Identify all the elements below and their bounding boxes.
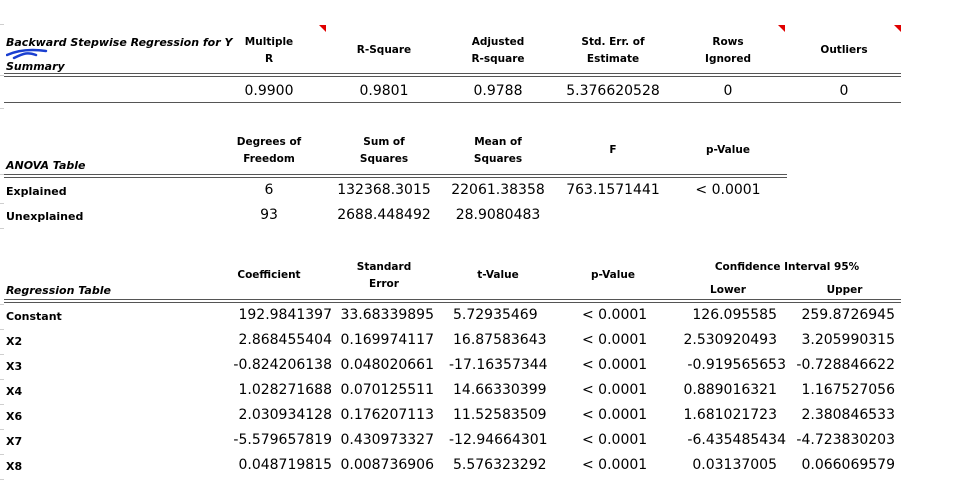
p-value: < 0.0001 [582,382,648,398]
anova-df: 93 [260,207,278,223]
t-value: 11.52583509 [453,407,547,423]
anova-ss: 132368.3015 [337,182,431,198]
ci-lower: 0.03137005 [692,457,777,473]
header-upper: Upper [826,284,863,296]
ci-lower: -0.919565653 [687,357,786,373]
standard-error: 0.008736906 [340,457,434,473]
row-label: Constant [6,310,62,323]
coefficient: 2.868455404 [238,332,332,348]
anova-ms: 28.9080483 [455,207,541,223]
standard-error: 0.048020661 [340,357,434,373]
regression-table-label: Regression Table [6,284,111,297]
header-outliers: Outliers [820,44,868,56]
p-value: < 0.0001 [582,357,648,373]
comment-indicator[interactable] [894,25,901,32]
row-label: X2 [6,335,23,348]
p-value: < 0.0001 [582,307,648,323]
anova-p-value: < 0.0001 [695,182,761,198]
header-coefficient: Coefficient [237,269,301,281]
row-label: Explained [6,185,67,198]
header-r-square: R-Square [356,44,412,56]
standard-error: 33.68339895 [340,307,434,323]
standard-error: 0.169974117 [340,332,434,348]
t-value: 14.66330399 [453,382,547,398]
anova-df: 6 [264,182,274,198]
row-label: X7 [6,435,23,448]
pen-doodle-icon [6,48,48,60]
value-outliers: 0 [839,83,849,99]
coefficient: 2.030934128 [238,407,332,423]
value-rows-ignored: 0 [723,83,733,99]
regression-header-divider [4,299,901,303]
p-value: < 0.0001 [582,457,648,473]
t-value: -17.16357344 [449,357,548,373]
header-adjusted-r-square: Adjusted R-square [471,36,525,65]
comment-indicator[interactable] [319,25,326,32]
t-value: 5.576323292 [453,457,547,473]
header-rows-ignored: Rows Ignored [705,36,751,65]
header-degrees-of-freedom: Degrees of Freedom [236,136,302,165]
value-adjusted-r-square: 0.9788 [473,83,523,99]
ci-lower: 2.530920493 [683,332,777,348]
row-label: Unexplained [6,210,84,223]
coefficient: 1.028271688 [238,382,332,398]
standard-error: 0.070125511 [340,382,434,398]
header-confidence-interval: Confidence Interval 95% [714,261,860,273]
anova-ms: 22061.38358 [451,182,545,198]
coefficient: -5.579657819 [233,432,332,448]
t-value: -12.94664301 [449,432,548,448]
ci-upper: 3.205990315 [801,332,895,348]
header-sum-of-squares: Sum of Squares [359,136,409,165]
row-label: X8 [6,460,23,473]
ci-upper: 1.167527056 [801,382,895,398]
ci-upper: 259.8726945 [801,307,895,323]
header-f: F [609,144,617,156]
anova-header-divider [4,174,787,178]
p-value: < 0.0001 [582,407,648,423]
report-title: Backward Stepwise Regression for Y [6,36,233,49]
header-lower: Lower [710,284,746,296]
ci-upper: -4.723830203 [796,432,895,448]
header-anova-p-value: p-Value [706,144,750,156]
row-label: X6 [6,410,23,423]
ci-upper: 0.066069579 [801,457,895,473]
standard-error: 0.176207113 [340,407,434,423]
header-regression-p-value: p-Value [591,269,635,281]
summary-label: Summary [6,60,65,73]
sheet-row-grid [0,0,4,492]
anova-table-label: ANOVA Table [6,159,86,172]
coefficient: -0.824206138 [233,357,332,373]
t-value: 16.87583643 [453,332,547,348]
header-mean-of-squares: Mean of Squares [473,136,523,165]
header-multiple-r: Multiple R [244,36,294,65]
anova-ss: 2688.448492 [337,207,431,223]
anova-f: 763.1571441 [566,182,660,198]
p-value: < 0.0001 [582,332,648,348]
header-divider [4,73,901,77]
row-label: X3 [6,360,23,373]
header-t-value: t-Value [477,269,519,281]
value-r-square: 0.9801 [359,83,409,99]
value-multiple-r: 0.9900 [244,83,294,99]
ci-lower: 1.681021723 [683,407,777,423]
t-value: 5.72935469 [453,307,538,323]
ci-lower: 0.889016321 [683,382,777,398]
header-std-err: Std. Err. of Estimate [581,36,645,65]
coefficient: 0.048719815 [238,457,332,473]
coefficient: 192.9841397 [238,307,332,323]
value-std-err: 5.376620528 [566,83,660,99]
standard-error: 0.430973327 [340,432,434,448]
ci-upper: -0.728846622 [796,357,895,373]
summary-bottom-rule [4,102,901,103]
p-value: < 0.0001 [582,432,648,448]
ci-lower: 126.095585 [692,307,777,323]
comment-indicator[interactable] [778,25,785,32]
header-standard-error: Standard Error [356,261,412,290]
row-label: X4 [6,385,23,398]
ci-lower: -6.435485434 [687,432,786,448]
ci-upper: 2.380846533 [801,407,895,423]
